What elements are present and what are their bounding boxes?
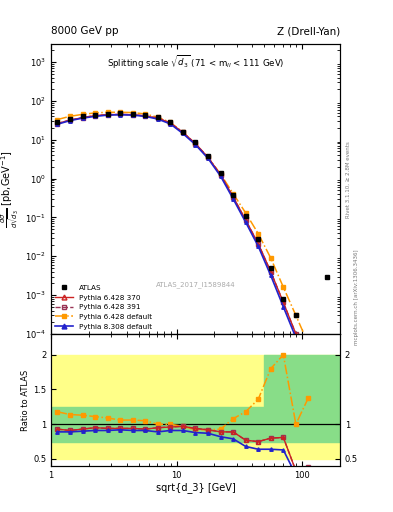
Text: ATLAS_2017_I1589844: ATLAS_2017_I1589844 — [156, 281, 235, 288]
Text: mcplots.cern.ch [arXiv:1306.3436]: mcplots.cern.ch [arXiv:1306.3436] — [354, 249, 359, 345]
Text: 8000 GeV pp: 8000 GeV pp — [51, 26, 119, 36]
Text: Z (Drell-Yan): Z (Drell-Yan) — [277, 26, 340, 36]
Y-axis label: Ratio to ATLAS: Ratio to ATLAS — [21, 369, 30, 431]
X-axis label: sqrt{d_3} [GeV]: sqrt{d_3} [GeV] — [156, 482, 235, 494]
Y-axis label: $\frac{d\sigma}{d\sqrt{d_3}}$ [pb,GeV$^{-1}$]: $\frac{d\sigma}{d\sqrt{d_3}}$ [pb,GeV$^{… — [0, 150, 22, 228]
Legend: ATLAS, Pythia 6.428 370, Pythia 6.428 391, Pythia 6.428 default, Pythia 8.308 de: ATLAS, Pythia 6.428 370, Pythia 6.428 39… — [53, 282, 155, 332]
Text: Rivet 3.1.10, ≥ 2.8M events: Rivet 3.1.10, ≥ 2.8M events — [346, 141, 351, 218]
Text: Splitting scale $\sqrt{d_3}$ (71 < m$_{ll}$ < 111 GeV): Splitting scale $\sqrt{d_3}$ (71 < m$_{l… — [107, 54, 284, 71]
